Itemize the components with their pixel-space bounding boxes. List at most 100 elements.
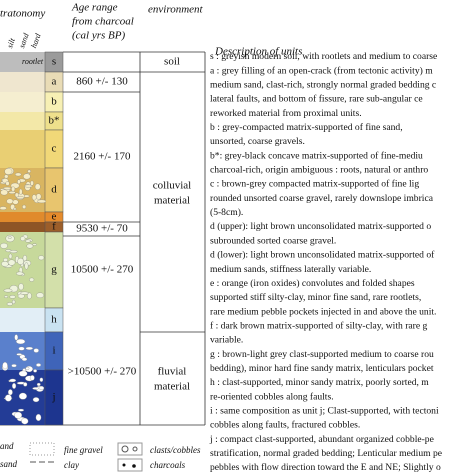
- cobble: [36, 292, 44, 298]
- cobble: [34, 183, 41, 190]
- cobble: [18, 370, 28, 377]
- cobble: [6, 302, 13, 306]
- cobble: [33, 348, 39, 353]
- cobble: [14, 334, 19, 341]
- description-line: lateral faults, and bottom of fissure, r…: [210, 94, 423, 105]
- cobble: [25, 346, 34, 350]
- cobble: [11, 299, 16, 304]
- unit-label: f: [52, 221, 56, 233]
- cobble: [1, 261, 9, 267]
- description-line: supported stiff silty-clay, minor fine s…: [210, 292, 421, 303]
- cobble: [16, 271, 24, 276]
- cobble: [7, 236, 12, 239]
- cobble: [4, 174, 9, 179]
- unit-label: d: [51, 184, 57, 196]
- cobble: [14, 172, 22, 177]
- environment-label: material: [154, 381, 190, 393]
- stratonomy-heading: tratonomy: [0, 8, 45, 20]
- age-value: 9530 +/- 70: [76, 223, 128, 235]
- legend-label: sand: [0, 459, 18, 469]
- cobble: [39, 377, 44, 382]
- legend-swatch: [117, 458, 143, 472]
- unit-label: s: [52, 56, 56, 68]
- cobble: [31, 194, 37, 201]
- environment-label: material: [154, 195, 190, 207]
- age-value: 860 +/- 130: [76, 76, 128, 88]
- cobble: [21, 357, 28, 362]
- age-value: 2160 +/- 170: [74, 151, 131, 163]
- cobble: [20, 236, 26, 242]
- cobble: [16, 339, 26, 345]
- cobble: [30, 180, 34, 186]
- cobble: [8, 389, 13, 396]
- cobble: [12, 199, 19, 205]
- cobble: [3, 186, 12, 190]
- strat-layer: [0, 212, 45, 222]
- cobble: [23, 382, 28, 387]
- cobble: [8, 253, 13, 259]
- description-line: s : greyish modern soil, with rootlets a…: [210, 51, 437, 62]
- cobble: [32, 243, 37, 246]
- cobble: [17, 257, 24, 265]
- description-line: i : same composition as unit j; Clast-su…: [210, 405, 439, 416]
- legend-label: fine gravel: [64, 445, 103, 455]
- cobble: [0, 242, 8, 249]
- cobble: [7, 259, 16, 266]
- description-line: g : brown-light grey clast-supported med…: [210, 349, 434, 360]
- cobble: [21, 417, 29, 425]
- strat-layer: [0, 92, 45, 112]
- unit-label: c: [52, 143, 57, 155]
- cobble: [36, 363, 41, 367]
- age-heading: from charcoal: [72, 16, 134, 28]
- description-line: (5-8cm).: [210, 207, 243, 218]
- description-line: medium sand, clast-rich, strongly normal…: [210, 80, 436, 91]
- description-line: re-oriented cobbles along faults.: [210, 391, 334, 402]
- environment-heading: environment: [148, 4, 204, 16]
- cobble: [9, 295, 16, 299]
- cobble: [16, 196, 25, 199]
- description-line: c : brown-grey compacted matrix-supporte…: [210, 179, 419, 190]
- cobble: [18, 346, 25, 351]
- description-line: rare medium pebble pockets injected in a…: [210, 306, 436, 317]
- description-line: bedding), minor hard fine sandy matrix, …: [210, 363, 434, 374]
- unit-label: b*: [49, 115, 60, 127]
- unit-label: g: [51, 264, 57, 276]
- unit-label: b: [51, 96, 57, 108]
- unit-label: h: [51, 314, 57, 326]
- cobble: [11, 364, 17, 368]
- description-line: e : orange (iron oxides) convolutes and …: [210, 278, 415, 289]
- rootlet-label: rootlet: [22, 57, 44, 66]
- cobble: [3, 288, 13, 293]
- unit-label: j: [51, 391, 55, 403]
- description-line: cobbles along faults, fractured cobbles.: [210, 420, 360, 431]
- cobble: [4, 394, 12, 402]
- cobble: [37, 199, 47, 204]
- cobble: [20, 291, 29, 295]
- cobble: [14, 192, 19, 198]
- description-line: b : grey-compacted matrix-supported of f…: [210, 122, 403, 133]
- cobble: [16, 353, 23, 356]
- cobble: [5, 181, 10, 186]
- legend-label: clay: [64, 460, 79, 470]
- age-heading: Age range: [71, 2, 118, 14]
- grain-size-label: silt: [5, 36, 17, 49]
- age-value: >10500 +/- 270: [68, 366, 137, 378]
- cobble: [6, 198, 14, 204]
- description-line: h : clast-supported, minor sandy matrix,…: [210, 377, 429, 388]
- strat-layer: [0, 130, 45, 168]
- legend-label: clasts/cobbles: [150, 445, 201, 455]
- cobble: [14, 411, 23, 419]
- unit-label: a: [52, 76, 57, 88]
- cobble: [38, 386, 45, 390]
- description-line: unsorted, coarse gravels.: [210, 136, 305, 147]
- cobble: [9, 250, 18, 254]
- description-line: d (lower): light brown unconsolidated ma…: [210, 250, 435, 261]
- cobble: [11, 186, 16, 192]
- unit-label: e: [52, 211, 57, 223]
- legend-swatch: [132, 446, 138, 452]
- cobble: [4, 295, 8, 298]
- cobble: [27, 292, 32, 300]
- cobble: [18, 392, 27, 400]
- cobble: [4, 168, 13, 175]
